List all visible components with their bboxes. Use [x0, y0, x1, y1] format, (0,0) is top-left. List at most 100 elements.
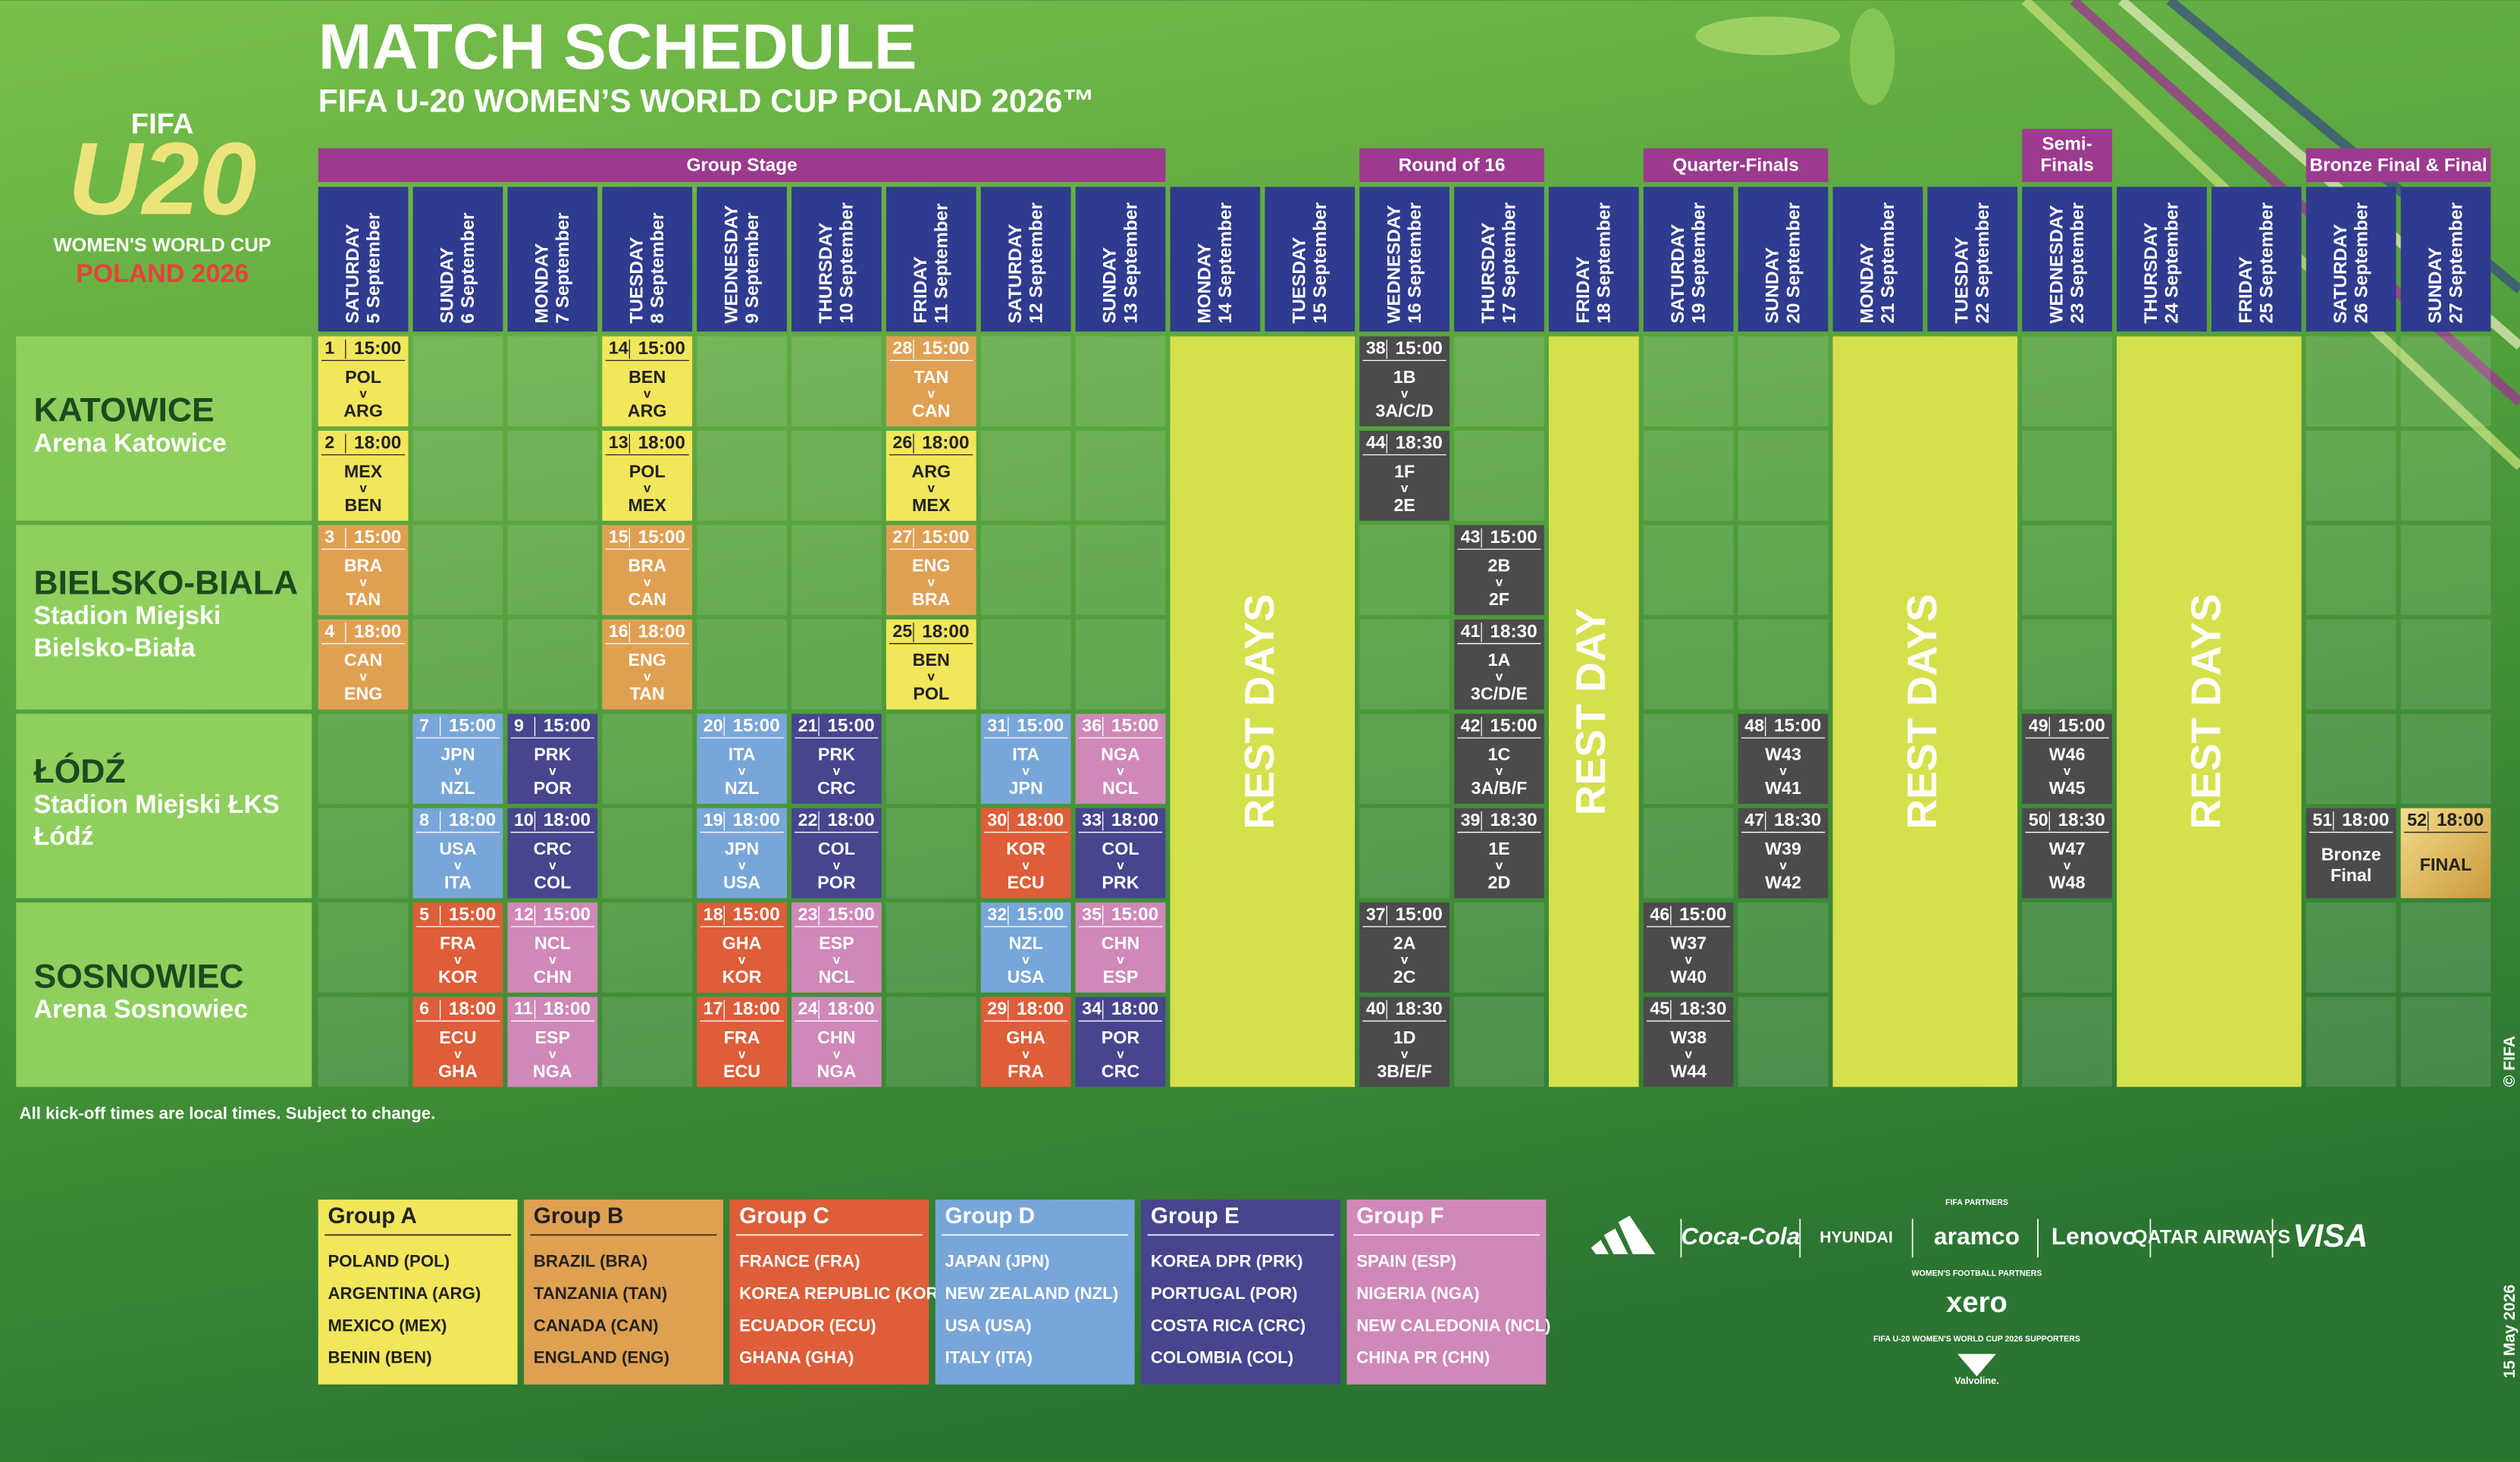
group-team: BRAZIL (BRA) — [534, 1252, 647, 1271]
empty-cell — [1454, 902, 1544, 993]
match-versus: v — [1401, 952, 1409, 967]
match-time: 18:00 — [827, 999, 874, 1019]
day-weekday: WEDNESDAY — [1384, 205, 1404, 323]
match-cell — [885, 525, 976, 616]
empty-cell — [2305, 996, 2396, 1087]
match-away: NZL — [725, 778, 759, 798]
match-home: JPN — [725, 839, 759, 858]
group-box — [1141, 1199, 1340, 1385]
day-weekday: MONDAY — [1857, 243, 1878, 324]
empty-cell — [697, 525, 787, 616]
match-time: 15:00 — [1111, 716, 1158, 736]
match-cell — [1075, 902, 1166, 993]
match-away: BRA — [912, 589, 951, 609]
empty-cell — [412, 336, 503, 427]
match-cell — [412, 996, 503, 1087]
empty-cell — [1454, 996, 1544, 1087]
womens-logo: xero — [1946, 1286, 2008, 1319]
match-away: ECU — [723, 1061, 760, 1081]
empty-cell — [2305, 336, 2396, 427]
match-time: 18:00 — [732, 999, 779, 1019]
match-home: 1C — [1488, 745, 1511, 764]
empty-cell — [412, 619, 503, 710]
match-away: 3A/B/F — [1472, 778, 1528, 798]
match-number: 16 — [609, 621, 628, 641]
match-versus: v — [1401, 481, 1409, 495]
match-number: 29 — [987, 999, 1007, 1018]
empty-cell — [1738, 336, 1829, 427]
venue-stadium: Bielsko-Biała — [34, 633, 196, 662]
match-away: ITA — [444, 873, 472, 893]
match-time: 18:00 — [1017, 999, 1064, 1019]
match-home: KOR — [1006, 839, 1045, 858]
group-team: POLAND (POL) — [328, 1252, 450, 1271]
match-label: Final — [2330, 865, 2371, 885]
stage-bar — [2022, 129, 2112, 183]
match-away: CAN — [628, 589, 666, 609]
group-name: Group E — [1151, 1203, 1240, 1228]
match-versus: v — [738, 858, 746, 873]
match-home: NZL — [1008, 933, 1042, 952]
group-team: ENGLAND (ENG) — [534, 1348, 669, 1367]
match-time: 15:00 — [354, 338, 401, 359]
rest-label: REST DAYS — [1236, 594, 1283, 829]
match-versus: v — [1496, 764, 1503, 778]
match-time: 18:00 — [1111, 810, 1158, 830]
day-date: 19 September — [1688, 202, 1709, 323]
match-cell — [1454, 619, 1544, 710]
match-time: 15:00 — [1017, 716, 1064, 736]
match-time: 18:00 — [449, 810, 496, 830]
match-versus: v — [833, 1046, 841, 1061]
match-home: ITA — [1012, 745, 1039, 764]
match-versus: v — [359, 575, 367, 589]
valvoline-mark — [1957, 1354, 1996, 1377]
match-cell — [2305, 808, 2396, 899]
venue-stadium: Arena Sosnowiec — [34, 995, 249, 1024]
day-date: 5 September — [363, 212, 384, 324]
stage-bar — [1643, 148, 1829, 183]
empty-cell — [697, 619, 787, 710]
match-number: 6 — [419, 999, 429, 1018]
match-versus: v — [1401, 386, 1409, 400]
match-versus: v — [1022, 952, 1030, 967]
match-time: 15:00 — [638, 338, 685, 359]
match-number: 8 — [419, 810, 429, 830]
day-header — [1643, 187, 1734, 332]
supporters-title: FIFA U-20 WOMEN'S WORLD CUP 2026 SUPPORT… — [1873, 1335, 2080, 1344]
empty-cell — [602, 902, 693, 993]
match-home: 1D — [1393, 1027, 1416, 1047]
day-date: 16 September — [1405, 202, 1425, 323]
match-time: 15:00 — [1396, 905, 1443, 925]
match-time: 15:00 — [922, 338, 969, 359]
day-date: 9 September — [742, 212, 763, 324]
empty-cell — [1643, 431, 1734, 521]
empty-cell — [1359, 525, 1450, 616]
empty-cell — [697, 336, 787, 427]
rest-block — [2117, 336, 2302, 1087]
match-number: 4 — [324, 621, 334, 641]
match-cell — [791, 996, 882, 1087]
group-team: SPAIN (ESP) — [1356, 1252, 1456, 1271]
supporter-logo: Valvoline. — [1954, 1375, 1999, 1386]
match-time: 18:00 — [2342, 810, 2389, 830]
empty-cell — [2400, 619, 2491, 710]
match-home: CHN — [817, 1027, 855, 1047]
match-versus: v — [1022, 1046, 1030, 1061]
match-home: BRA — [628, 556, 666, 576]
match-versus: v — [833, 764, 841, 778]
match-cell — [602, 336, 693, 427]
match-time: 15:00 — [827, 716, 874, 736]
day-header — [1738, 187, 1829, 332]
match-cell — [1454, 808, 1544, 899]
match-number: 48 — [1744, 715, 1764, 735]
match-time: 18:00 — [922, 432, 969, 453]
empty-cell — [980, 525, 1071, 616]
stage-bar — [2305, 148, 2491, 183]
match-cell — [1454, 714, 1544, 805]
match-home: W37 — [1670, 933, 1707, 952]
group-team: BENIN (BEN) — [328, 1348, 431, 1367]
partner-logo: Coca-Cola — [1681, 1222, 1800, 1250]
match-away: BEN — [345, 495, 382, 515]
match-number: 10 — [514, 810, 534, 830]
empty-cell — [412, 431, 503, 521]
